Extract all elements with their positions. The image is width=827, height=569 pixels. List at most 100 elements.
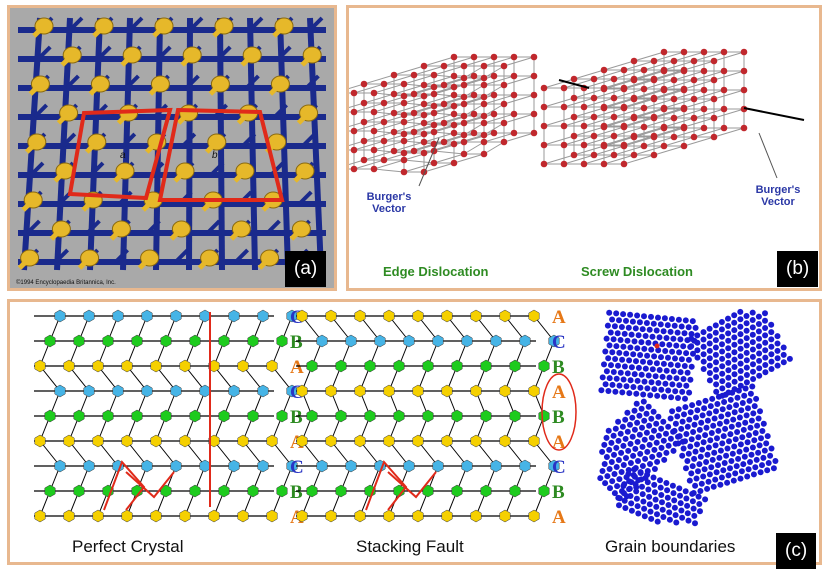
bond [653,70,685,81]
grain-atom [601,361,607,368]
dislocation-illustration [330,48,805,187]
grain-atom [687,376,694,383]
stacking-letter: C [290,457,304,478]
edge-dislocation-label: Edge Dislocation [383,264,489,279]
bond [403,162,435,173]
atom-A [412,509,424,523]
grain-atom [658,425,665,432]
grain-atom [651,353,658,360]
grain-atom [706,325,713,332]
bond [413,65,445,76]
grain-atom [599,374,606,381]
atom [740,86,748,94]
grain-atom [710,483,717,490]
grain-atom [756,343,762,350]
grain-atom [719,355,726,362]
rod-depth [209,161,225,177]
grain-atom [725,367,732,374]
grain-atom [725,330,732,337]
atom-A [383,384,395,398]
grain-atom [610,432,617,439]
grain-atom [755,321,762,327]
atom [630,114,638,122]
grain-atom [690,505,697,512]
atom-A [528,309,540,323]
grain-atom [747,459,753,465]
atom [400,130,408,138]
atom [350,108,358,116]
grain-atom [693,414,699,421]
grain-atom [684,502,691,509]
grain-atom [726,438,732,445]
atom-B [538,484,550,498]
grain-atom [684,369,691,376]
grain-atom [688,331,695,337]
atom-C [257,384,269,398]
atom [710,95,718,103]
perfect-crystal-caption: Perfect Crystal [72,537,184,556]
grain-atom [682,404,689,411]
bond [373,140,405,151]
grain-atom [698,419,705,426]
grain-atom [633,358,639,365]
atom-A [296,384,308,398]
atom-C [112,384,124,398]
grain-atom [709,456,716,463]
atom [650,95,658,103]
bond [613,107,645,118]
grain-atom [743,372,750,378]
atom [370,127,378,135]
atom [490,72,498,80]
grain-atom [770,465,777,472]
atom-tail [268,82,283,96]
bond [683,79,715,90]
grain-atom [606,309,613,316]
grain-atom [658,354,664,361]
grain-atom [756,365,763,372]
grain-atom [634,377,641,384]
bond [373,130,405,135]
bond [433,65,465,76]
grain-atom [689,402,696,409]
grain-atom [694,339,701,346]
bond [463,56,495,67]
bond [623,98,655,109]
grain-atom [680,445,687,452]
atom-A [499,309,511,323]
grain-atom [611,490,618,497]
grain-atom [631,371,638,378]
atom-tail [25,140,39,154]
grain-atom [639,326,646,333]
grain-atom [615,418,622,425]
atom [420,62,428,70]
grain-atom [739,434,746,441]
atom [410,90,418,98]
grain-atom [743,327,750,334]
atom-B [102,409,114,423]
grain-atom [712,442,719,449]
defect-atom [654,343,660,349]
grain-atom [750,368,756,375]
grain-atom [675,395,681,401]
grain-atom [682,488,689,495]
grain-atom [681,411,687,418]
grain-atom [613,310,620,317]
grain-atom [658,492,665,498]
bond [603,136,635,147]
grain-atom [633,390,640,397]
atom-C [228,384,240,398]
atom [450,102,458,110]
grain-atom [608,362,614,369]
bond [423,132,455,143]
atom [540,160,548,168]
grain-atom [762,339,769,346]
grain-atom [641,345,648,352]
grain-atom [753,456,760,463]
atom-B [160,409,172,423]
grain-boundaries-image [597,308,793,527]
grain-atom [731,356,738,363]
grain-atom [647,392,654,399]
bond [433,141,465,152]
grain-atom [768,343,775,350]
grain-atom [774,347,781,354]
